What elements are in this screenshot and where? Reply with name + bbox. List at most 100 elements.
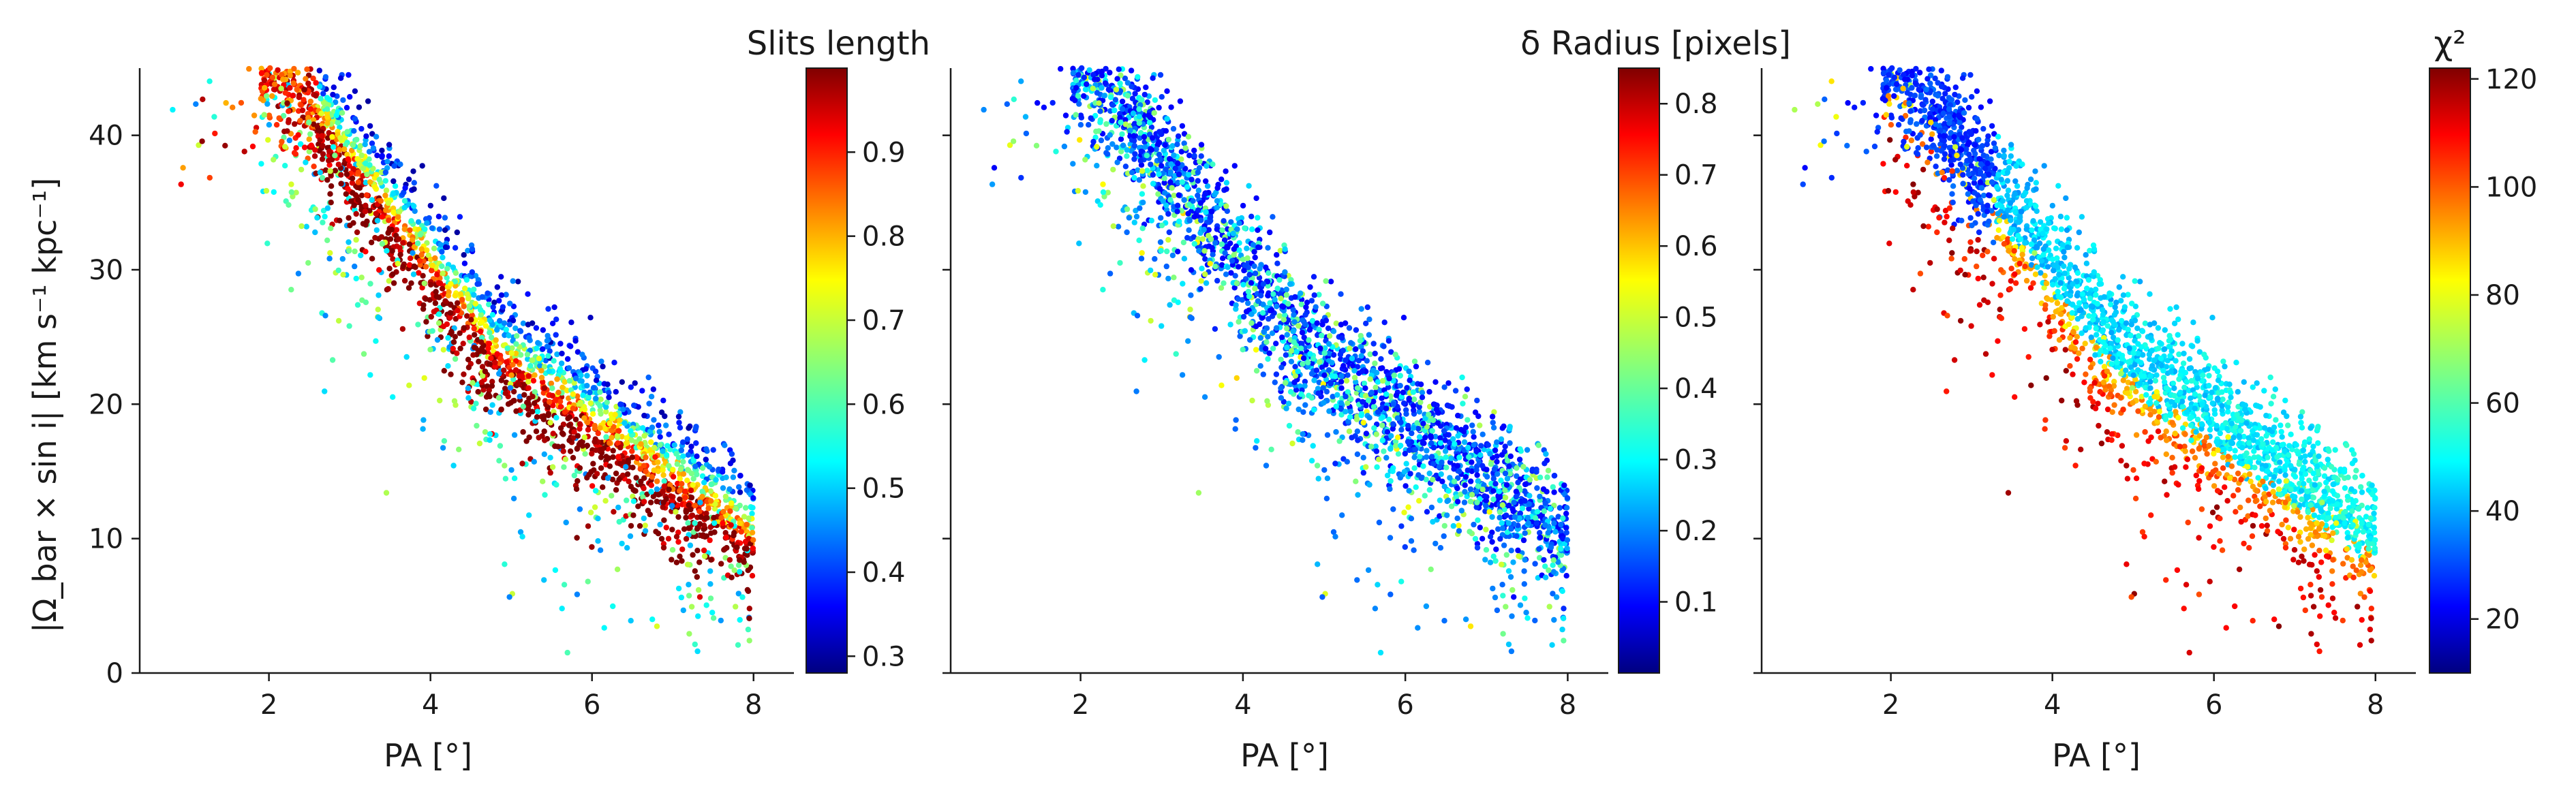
data-point (590, 460, 596, 467)
data-point (1413, 484, 1419, 490)
data-point (1161, 175, 1167, 181)
data-point (180, 165, 186, 171)
data-point (335, 119, 341, 126)
data-point (746, 638, 752, 644)
data-point (664, 443, 671, 449)
data-point (442, 298, 448, 304)
data-point (669, 503, 675, 509)
data-point (1131, 156, 1137, 162)
data-point (1268, 446, 1274, 452)
data-point (1390, 506, 1396, 512)
data-point (447, 310, 453, 316)
data-point (553, 482, 559, 488)
data-point (463, 277, 470, 283)
data-point (1112, 97, 1119, 103)
data-point (592, 488, 599, 494)
data-point (379, 240, 386, 247)
data-point (199, 138, 205, 144)
data-point (1081, 93, 1087, 99)
data-point (400, 263, 406, 270)
data-point (311, 121, 317, 127)
data-point (592, 422, 598, 429)
data-point (354, 229, 361, 236)
data-point (1273, 371, 1280, 377)
data-point (589, 411, 596, 417)
data-point (678, 447, 685, 454)
data-point (282, 90, 288, 96)
data-point (577, 421, 583, 427)
data-point (1134, 313, 1141, 319)
data-point (275, 67, 281, 74)
data-point (266, 112, 273, 119)
data-point (673, 451, 679, 457)
data-point (1505, 520, 1512, 527)
data-point (541, 577, 547, 583)
data-point (488, 334, 495, 341)
data-point (1180, 281, 1186, 287)
data-point (1370, 398, 1377, 405)
data-point (482, 429, 489, 435)
data-point (616, 476, 622, 483)
data-point (1365, 397, 1372, 403)
data-point (507, 300, 513, 307)
data-point (1459, 374, 1465, 381)
data-point (489, 402, 495, 408)
data-point (1197, 200, 1204, 206)
data-point (1416, 498, 1422, 504)
data-point (1092, 76, 1098, 82)
data-point (743, 505, 749, 511)
data-point (1187, 307, 1193, 313)
data-point (412, 208, 418, 215)
data-point (683, 509, 690, 515)
data-point (1337, 351, 1344, 358)
data-point (577, 401, 583, 407)
data-point (471, 326, 477, 332)
data-point (679, 481, 685, 487)
data-point (329, 134, 335, 140)
data-point (1464, 386, 1470, 392)
data-point (1157, 72, 1164, 78)
data-point (1221, 280, 1227, 286)
data-point (1540, 486, 1547, 493)
data-point (1475, 483, 1481, 489)
data-point (1203, 178, 1209, 185)
data-point (461, 325, 467, 331)
data-point (527, 347, 533, 354)
data-point (1393, 443, 1399, 449)
data-point (1532, 515, 1539, 521)
data-point (431, 245, 438, 251)
data-point (566, 422, 572, 428)
data-point (693, 440, 699, 446)
data-point (322, 213, 328, 220)
data-point (1161, 147, 1167, 154)
data-point (595, 516, 601, 522)
data-point (1473, 504, 1479, 510)
data-point (1551, 473, 1558, 479)
data-point (429, 328, 435, 334)
data-point (1278, 385, 1284, 392)
data-point (1482, 493, 1488, 499)
data-point (263, 187, 270, 194)
data-point (1291, 319, 1298, 325)
data-point (271, 189, 277, 196)
data-point (307, 131, 313, 138)
data-point (1410, 425, 1417, 431)
data-point (390, 178, 397, 185)
data-point (320, 151, 326, 157)
data-point (508, 400, 514, 406)
data-point (1379, 365, 1385, 371)
data-point (1107, 94, 1114, 100)
data-point (1524, 514, 1531, 521)
data-point (1120, 106, 1126, 112)
data-point (1351, 375, 1358, 381)
data-point (1241, 267, 1247, 274)
data-point (1455, 412, 1461, 419)
data-point (546, 368, 552, 375)
data-point (670, 473, 677, 480)
data-point (407, 227, 413, 234)
data-point (382, 192, 388, 199)
data-point (599, 446, 605, 453)
data-point (1407, 377, 1413, 384)
data-point (589, 544, 595, 550)
data-point (363, 192, 370, 198)
